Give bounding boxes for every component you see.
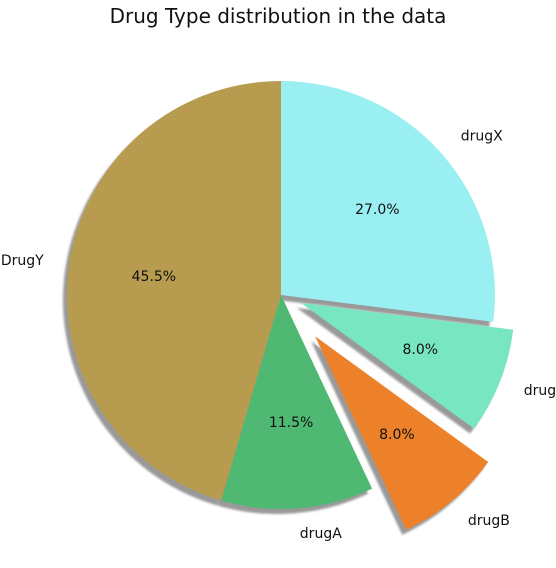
slice-label-drugx: drugX — [461, 128, 503, 144]
pie-slice-drugb — [315, 336, 489, 530]
pie-slice-drugc — [300, 302, 514, 429]
pie-label-layer: DrugY 45.5% drugA 11.5% drugB 8.0% drugC 8.0% dr… — [1, 128, 556, 541]
percent-label-drugb: 8.0% — [379, 427, 415, 443]
percent-label-drugx: 27.0% — [355, 202, 399, 218]
percent-label-drugy: 45.5% — [132, 269, 176, 285]
chart-title: Drug Type distribution in the data — [109, 4, 447, 28]
slice-label-drugb: drugB — [468, 513, 510, 529]
slice-label-drugy: DrugY — [1, 253, 44, 269]
pie-slice-drugy — [67, 81, 281, 501]
percent-label-drugc: 8.0% — [402, 342, 438, 358]
percent-label-druga: 11.5% — [269, 415, 313, 431]
pie-slice-drugx — [281, 81, 495, 322]
slice-label-druga: drugA — [300, 526, 342, 542]
pie-slice-druga — [221, 295, 373, 509]
pie-slice-layer — [67, 81, 514, 530]
slice-label-drugc: drugC — [524, 383, 556, 399]
